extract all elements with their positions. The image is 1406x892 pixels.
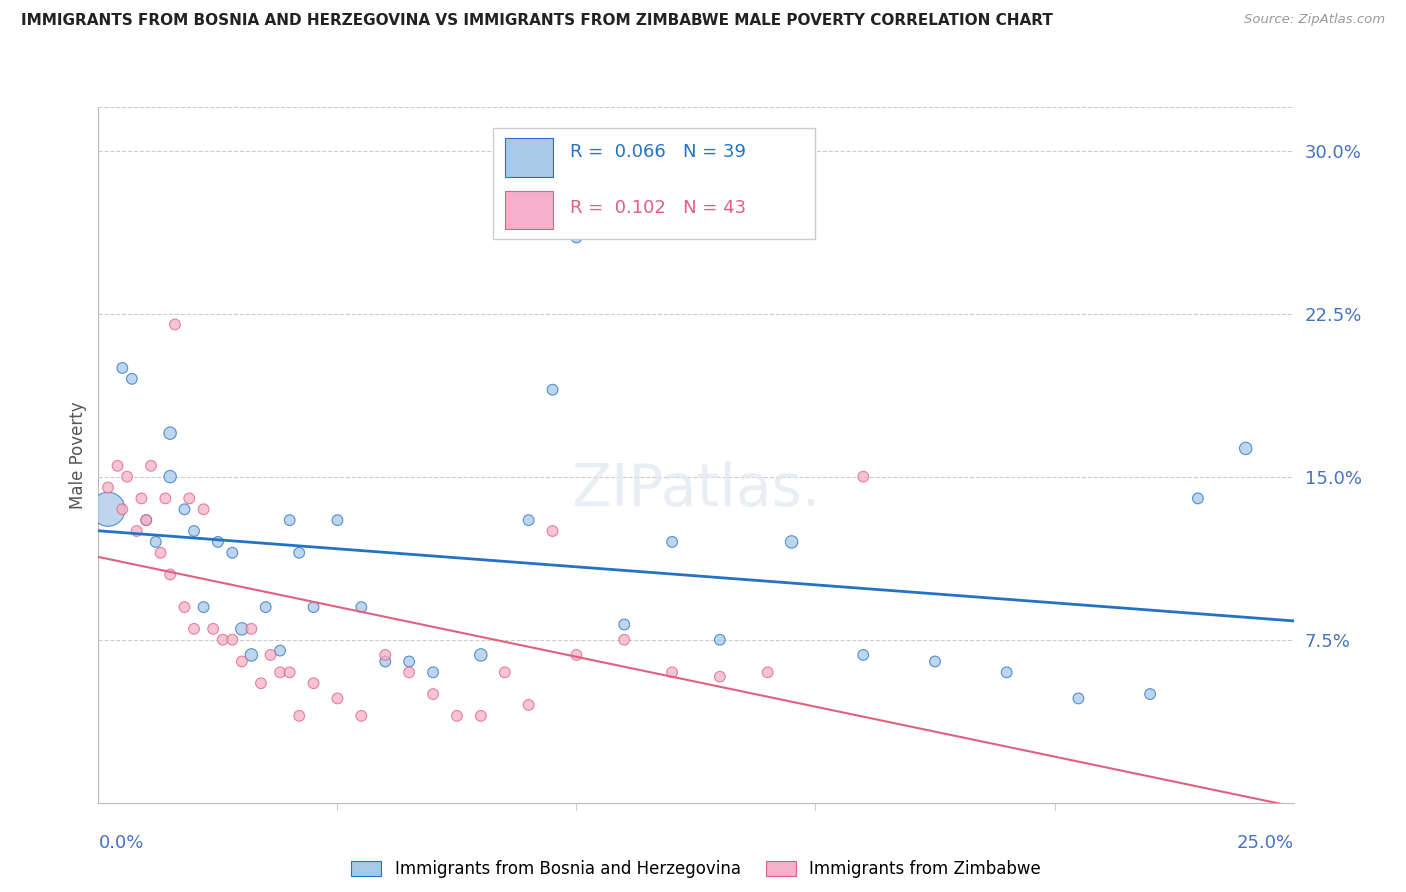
Point bbox=[207, 535, 229, 549]
Point bbox=[135, 513, 157, 527]
Point bbox=[131, 491, 153, 506]
Point bbox=[517, 698, 540, 712]
Bar bbox=[505, 191, 553, 229]
Point bbox=[398, 655, 420, 669]
Point bbox=[302, 600, 325, 615]
Point bbox=[250, 676, 273, 690]
Point bbox=[924, 655, 946, 669]
Point bbox=[221, 546, 243, 560]
Text: 0.0%: 0.0% bbox=[98, 834, 143, 852]
Point bbox=[661, 535, 683, 549]
Point bbox=[211, 632, 233, 647]
Point bbox=[163, 318, 186, 332]
Point bbox=[173, 502, 195, 516]
Point bbox=[159, 469, 181, 483]
Point bbox=[159, 426, 181, 441]
FancyBboxPatch shape bbox=[494, 128, 815, 239]
Point bbox=[159, 567, 181, 582]
Point bbox=[326, 513, 349, 527]
Point bbox=[613, 632, 636, 647]
Point bbox=[517, 513, 540, 527]
Point bbox=[259, 648, 281, 662]
Point bbox=[852, 648, 875, 662]
Point bbox=[254, 600, 277, 615]
Point bbox=[541, 524, 564, 538]
Point bbox=[709, 670, 731, 684]
Point bbox=[139, 458, 162, 473]
Point bbox=[374, 655, 396, 669]
Text: R =  0.102   N = 43: R = 0.102 N = 43 bbox=[571, 199, 747, 217]
Point bbox=[541, 383, 564, 397]
Point bbox=[1067, 691, 1090, 706]
Point bbox=[780, 535, 803, 549]
Text: IMMIGRANTS FROM BOSNIA AND HERZEGOVINA VS IMMIGRANTS FROM ZIMBABWE MALE POVERTY : IMMIGRANTS FROM BOSNIA AND HERZEGOVINA V… bbox=[21, 13, 1053, 29]
Point bbox=[231, 655, 253, 669]
Point bbox=[565, 648, 588, 662]
Point bbox=[221, 632, 243, 647]
Point bbox=[398, 665, 420, 680]
Point bbox=[269, 665, 291, 680]
Point bbox=[183, 622, 205, 636]
Text: Source: ZipAtlas.com: Source: ZipAtlas.com bbox=[1244, 13, 1385, 27]
Y-axis label: Male Poverty: Male Poverty bbox=[69, 401, 87, 508]
Point bbox=[155, 491, 177, 506]
Point bbox=[446, 708, 468, 723]
Point bbox=[240, 648, 263, 662]
Bar bbox=[505, 138, 553, 177]
Point bbox=[709, 632, 731, 647]
Point bbox=[145, 535, 167, 549]
Point bbox=[350, 708, 373, 723]
Point bbox=[470, 708, 492, 723]
Point bbox=[350, 600, 373, 615]
Legend: Immigrants from Bosnia and Herzegovina, Immigrants from Zimbabwe: Immigrants from Bosnia and Herzegovina, … bbox=[344, 854, 1047, 885]
Point bbox=[179, 491, 201, 506]
Point bbox=[97, 502, 120, 516]
Point bbox=[125, 524, 148, 538]
Text: ZIPatlas.: ZIPatlas. bbox=[571, 461, 821, 518]
Point bbox=[288, 708, 311, 723]
Point bbox=[278, 513, 301, 527]
Point bbox=[288, 546, 311, 560]
Point bbox=[302, 676, 325, 690]
Point bbox=[240, 622, 263, 636]
Point bbox=[422, 665, 444, 680]
Point bbox=[422, 687, 444, 701]
Point bbox=[107, 458, 129, 473]
Point bbox=[115, 469, 138, 483]
Point bbox=[565, 230, 588, 244]
Point bbox=[613, 617, 636, 632]
Point bbox=[111, 360, 134, 375]
Point bbox=[231, 622, 253, 636]
Point bbox=[269, 643, 291, 657]
Point bbox=[470, 648, 492, 662]
Point bbox=[149, 546, 172, 560]
Point bbox=[494, 665, 516, 680]
Point bbox=[326, 691, 349, 706]
Point bbox=[202, 622, 225, 636]
Point bbox=[193, 502, 215, 516]
Point bbox=[1234, 442, 1257, 456]
Point bbox=[278, 665, 301, 680]
Point bbox=[374, 648, 396, 662]
Text: R =  0.066   N = 39: R = 0.066 N = 39 bbox=[571, 144, 747, 161]
Point bbox=[852, 469, 875, 483]
Text: 25.0%: 25.0% bbox=[1236, 834, 1294, 852]
Point bbox=[756, 665, 779, 680]
Point bbox=[193, 600, 215, 615]
Point bbox=[661, 665, 683, 680]
Point bbox=[1139, 687, 1161, 701]
Point bbox=[97, 481, 120, 495]
Point bbox=[1187, 491, 1209, 506]
Point bbox=[135, 513, 157, 527]
Point bbox=[183, 524, 205, 538]
Point bbox=[121, 372, 143, 386]
Point bbox=[111, 502, 134, 516]
Point bbox=[173, 600, 195, 615]
Point bbox=[995, 665, 1018, 680]
